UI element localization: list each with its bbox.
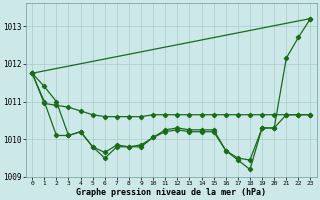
X-axis label: Graphe pression niveau de la mer (hPa): Graphe pression niveau de la mer (hPa) xyxy=(76,188,266,197)
